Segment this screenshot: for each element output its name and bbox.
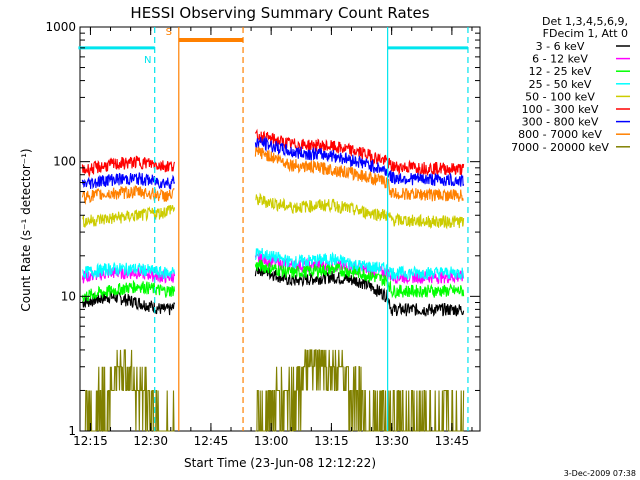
x-tick-label-2: 12:45 <box>194 434 229 448</box>
chart-title: HESSI Observing Summary Count Rates <box>130 4 429 22</box>
legend-label-5: 100 - 300 keV <box>522 103 599 116</box>
x-tick-label-1: 12:30 <box>133 434 168 448</box>
legend-label-0: 3 - 6 keV <box>536 40 585 53</box>
series-line-6 <box>81 135 465 190</box>
y-axis-label: Count Rate (s⁻¹ detector⁻¹) <box>19 148 33 311</box>
legend-label-2: 12 - 25 keV <box>529 65 592 78</box>
y-tick-label-2: 100 <box>53 155 76 169</box>
legend-header-2: FDecim 1, Att 0 <box>543 27 628 40</box>
series-line-3 <box>81 247 465 281</box>
x-axis-label: Start Time (23-Jun-08 12:12:22) <box>184 456 376 470</box>
x-tick-label-5: 13:30 <box>374 434 409 448</box>
y-axis-label-text: Count Rate (s⁻¹ detector⁻¹) <box>19 148 33 311</box>
legend-label-6: 300 - 800 keV <box>522 116 599 129</box>
legend-label-8: 7000 - 20000 keV <box>511 141 609 154</box>
series-line-5 <box>81 128 465 178</box>
series-line-0 <box>81 263 465 318</box>
series-line-8 <box>82 349 465 432</box>
y-tick-label-3: 1000 <box>45 20 76 34</box>
series-line-7 <box>81 146 464 205</box>
x-tick-label-4: 13:15 <box>314 434 349 448</box>
legend: Det 1,3,4,5,6,9, FDecim 1, Att 0 3 - 6 k… <box>511 15 630 154</box>
footer-timestamp: 3-Dec-2009 07:38 <box>564 469 636 478</box>
x-tick-label-3: 13:00 <box>254 434 289 448</box>
marker-label-0: N <box>144 55 151 66</box>
x-tick-label-0: 12:15 <box>73 434 108 448</box>
legend-label-4: 50 - 100 keV <box>525 90 595 103</box>
series-line-2 <box>81 259 465 302</box>
legend-label-3: 25 - 50 keV <box>529 78 592 91</box>
legend-label-7: 800 - 7000 keV <box>518 128 602 141</box>
x-tick-label-6: 13:45 <box>435 434 470 448</box>
series-line-4 <box>82 192 465 230</box>
y-tick-label-1: 10 <box>61 289 76 303</box>
marker-label-1: S <box>166 27 172 38</box>
legend-header-1: Det 1,3,4,5,6,9, <box>542 15 628 28</box>
legend-label-1: 6 - 12 keV <box>532 53 588 66</box>
plot-area: N S 12:15 12:30 12:45 13:00 13:15 13:30 13:45 1 10… <box>45 20 481 448</box>
y-tick-label-0: 1 <box>68 424 76 438</box>
